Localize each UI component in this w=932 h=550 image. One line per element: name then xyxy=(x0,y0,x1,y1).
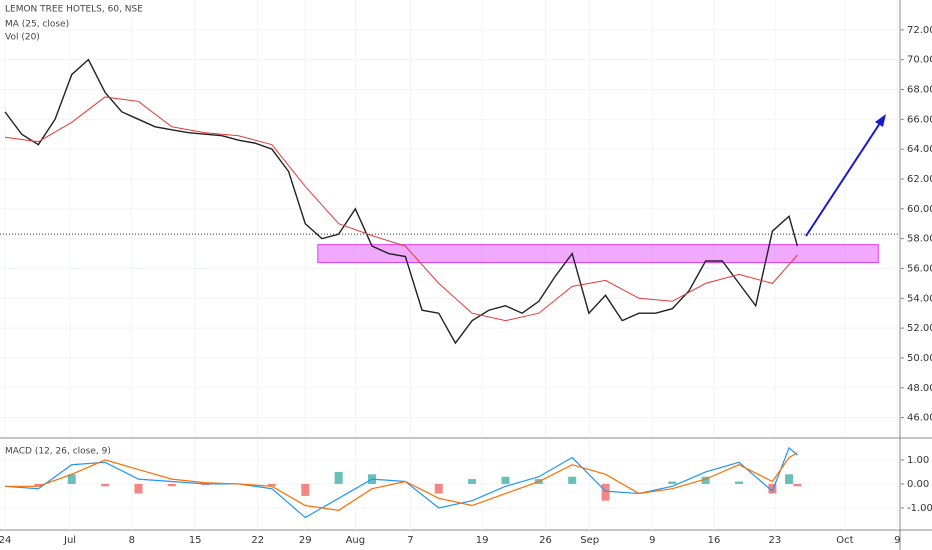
y-tick-label: 54.00 xyxy=(907,293,932,304)
histogram-bar xyxy=(793,483,802,487)
y-tick-label: 52.00 xyxy=(907,323,932,334)
y-tick-label: 60.00 xyxy=(907,204,932,215)
histogram-bar xyxy=(468,479,477,484)
macd-line xyxy=(4,446,798,519)
y-tick-label: 62.00 xyxy=(907,174,932,185)
x-tick-label: Jul xyxy=(63,535,76,546)
histogram-bar xyxy=(434,483,443,494)
histogram-bar xyxy=(735,481,744,484)
histogram-bar xyxy=(301,483,310,496)
histogram-bar xyxy=(785,474,794,484)
histogram-bar xyxy=(134,483,143,494)
histogram-bar xyxy=(67,474,76,484)
y-tick-label: 68.00 xyxy=(907,84,932,95)
x-tick-label: 15 xyxy=(189,535,202,546)
arrow xyxy=(805,119,883,237)
histogram-bar xyxy=(167,483,176,487)
legend-vol: Vol (20) xyxy=(5,33,40,43)
histogram-bar xyxy=(668,481,677,484)
histogram-bar xyxy=(601,483,610,501)
x-tick-label: Oct xyxy=(836,535,853,546)
x-tick-label: 29 xyxy=(299,535,312,546)
y-tick-label: 58.00 xyxy=(907,234,932,245)
y-tick-label: 46.00 xyxy=(907,413,932,424)
histogram-bar xyxy=(34,483,43,487)
price-line xyxy=(4,58,799,345)
support-zone xyxy=(317,244,879,263)
x-tick-label: 7 xyxy=(407,535,413,546)
y-tick-label: -1.00 xyxy=(907,503,932,514)
y-tick-label: 56.00 xyxy=(907,263,932,274)
ma-line xyxy=(4,96,798,322)
chart-title: LEMON TREE HOTELS, 60, NSE xyxy=(5,5,143,15)
y-tick-label: 48.00 xyxy=(907,383,932,394)
histogram-bar xyxy=(501,476,510,484)
x-tick-label: 26 xyxy=(539,535,552,546)
arrow-head xyxy=(875,114,886,127)
x-tick-label: 9 xyxy=(894,535,900,546)
y-tick-label: 72.00 xyxy=(907,25,932,36)
y-tick-label: 66.00 xyxy=(907,114,932,125)
y-tick-label: 64.00 xyxy=(907,144,932,155)
histogram-bar xyxy=(334,471,343,484)
histogram-bar xyxy=(701,476,710,484)
x-tick-label: 9 xyxy=(649,535,655,546)
y-tick-label: 70.00 xyxy=(907,55,932,66)
x-tick-label: 8 xyxy=(129,535,135,546)
x-tick-label: 19 xyxy=(476,535,489,546)
histogram-bar xyxy=(568,476,577,484)
macd-title: MACD (12, 26, close, 9) xyxy=(5,447,111,457)
histogram-bar xyxy=(267,483,276,487)
y-tick-label: 0.00 xyxy=(907,479,929,490)
x-tick-label: 24 xyxy=(0,535,11,546)
x-tick-label: Aug xyxy=(346,535,366,546)
y-tick-label: 1.00 xyxy=(907,455,929,466)
macd-line xyxy=(5,452,798,511)
x-tick-label: 23 xyxy=(769,535,782,546)
histogram-bar xyxy=(768,483,777,494)
y-tick-label: 50.00 xyxy=(907,353,932,364)
legend-ma: MA (25, close) xyxy=(5,20,69,30)
x-tick-label: Sep xyxy=(580,535,599,546)
histogram-bar xyxy=(101,483,110,487)
x-tick-label: 16 xyxy=(708,535,721,546)
x-tick-label: 22 xyxy=(251,535,264,546)
